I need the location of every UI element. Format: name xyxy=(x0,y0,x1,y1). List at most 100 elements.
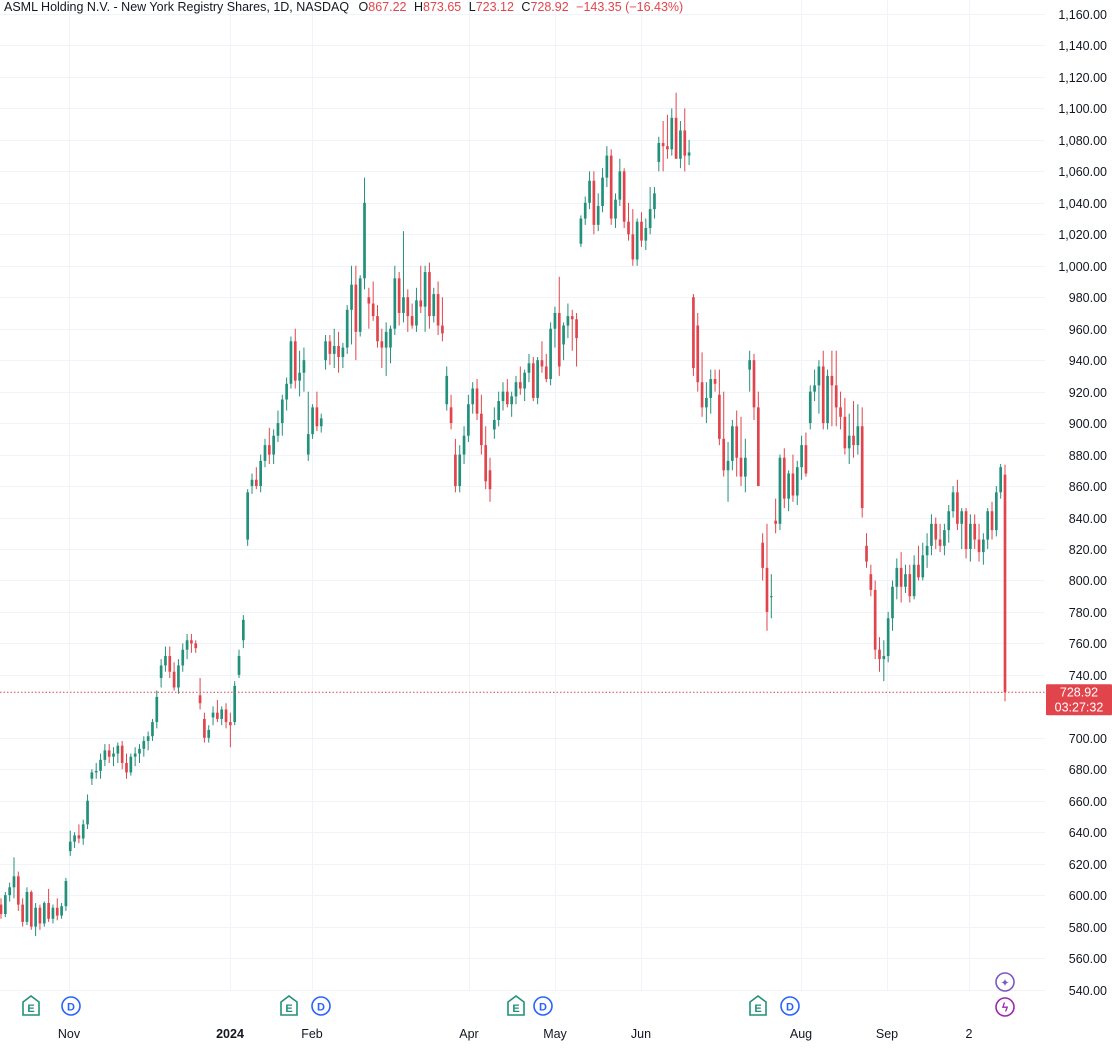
candle-body xyxy=(912,564,916,597)
candle-body xyxy=(795,467,799,496)
earnings-marker[interactable]: E xyxy=(280,995,298,1016)
candle-body xyxy=(791,473,795,496)
candle-body xyxy=(497,401,501,420)
candle-body xyxy=(891,586,894,619)
candle-body xyxy=(254,479,258,487)
candle-body xyxy=(90,772,94,779)
lightning-icon[interactable]: ϟ xyxy=(995,997,1015,1017)
candle-body xyxy=(930,523,933,546)
candle-body xyxy=(380,341,384,348)
earnings-marker[interactable]: E xyxy=(22,995,40,1016)
symbol-legend: ASML Holding N.V. - New York Registry Sh… xyxy=(4,0,683,14)
candle-body xyxy=(540,360,544,367)
candle-body xyxy=(679,130,682,159)
candle-body xyxy=(207,729,211,738)
y-tick-label: 900.00 xyxy=(1069,417,1107,431)
candle-body xyxy=(341,347,345,358)
candle-body xyxy=(458,454,462,487)
candle-body xyxy=(250,479,254,487)
earnings-letter: E xyxy=(512,1003,519,1015)
candle-body xyxy=(445,375,449,405)
candle-body xyxy=(817,366,821,386)
y-tick-label: 540.00 xyxy=(1069,984,1107,998)
candle-body xyxy=(172,671,176,688)
candle-body xyxy=(25,892,29,922)
candle-body xyxy=(908,574,912,597)
dividend-marker[interactable]: D xyxy=(780,996,800,1016)
candle-body xyxy=(782,457,786,499)
dividend-marker[interactable]: D xyxy=(533,996,553,1016)
candle-body xyxy=(756,407,760,487)
candle-body xyxy=(964,511,968,549)
candle-body xyxy=(3,895,7,915)
candle-body xyxy=(12,876,16,888)
candle-body xyxy=(536,360,539,398)
candle-body xyxy=(337,346,340,358)
dividend-marker[interactable]: D xyxy=(311,996,331,1016)
candle-body xyxy=(523,372,526,389)
dividend-icon xyxy=(780,996,800,1016)
time-axis[interactable]: Nov 2024 Feb Apr May Jun Aug Sep 2 xyxy=(58,1027,973,1041)
y-tick-label: 580.00 xyxy=(1069,921,1107,935)
candle-body xyxy=(761,542,764,568)
candle-body xyxy=(211,712,215,718)
candle-body xyxy=(376,316,379,342)
price-axis[interactable]: 1,160.00 1,140.00 1,120.00 1,100.00 1,080.00… xyxy=(1058,8,1107,998)
candle-body xyxy=(834,385,838,408)
lightning-glyph: ϟ xyxy=(1002,1001,1009,1015)
candle-body xyxy=(705,397,708,408)
candle-body xyxy=(302,360,306,373)
dividend-marker[interactable]: D xyxy=(61,996,81,1016)
dividend-icon xyxy=(61,996,81,1016)
diamond-icon[interactable]: ✦ xyxy=(995,972,1015,992)
candle-body xyxy=(982,539,985,553)
candle-body xyxy=(618,171,622,200)
earnings-marker[interactable]: E xyxy=(749,995,767,1016)
candle-body xyxy=(168,655,172,672)
side-icons[interactable]: ✦ϟ xyxy=(995,972,1015,1017)
y-tick-label: 620.00 xyxy=(1069,858,1107,872)
earnings-letter: E xyxy=(754,1003,761,1015)
candle-body xyxy=(696,325,700,383)
earnings-icon xyxy=(280,995,298,1016)
candle-body xyxy=(605,155,609,178)
candle-body xyxy=(475,388,479,414)
candle-body xyxy=(921,555,925,578)
candle-body xyxy=(42,903,46,924)
y-tick-label: 880.00 xyxy=(1069,449,1107,463)
earnings-letter: E xyxy=(27,1003,34,1015)
candle-body xyxy=(397,278,401,313)
candle-body xyxy=(505,391,509,405)
candle-body xyxy=(311,407,314,435)
candle-body xyxy=(259,460,262,487)
candle-body xyxy=(280,399,284,424)
y-tick-label: 980.00 xyxy=(1069,291,1107,305)
close-label: C xyxy=(521,0,531,14)
candle-body xyxy=(739,457,743,477)
earnings-marker[interactable]: E xyxy=(507,995,525,1016)
candle-body xyxy=(73,835,76,842)
y-tick-label: 1,080.00 xyxy=(1058,134,1107,148)
y-tick-label: 680.00 xyxy=(1069,763,1107,777)
symbol-title[interactable]: ASML Holding N.V. - New York Registry Sh… xyxy=(4,0,350,14)
candle-body xyxy=(81,824,85,839)
candle-body xyxy=(185,640,189,650)
candle-body xyxy=(233,685,237,723)
candle-body xyxy=(177,665,180,688)
candle-body xyxy=(852,435,855,446)
candle-body xyxy=(917,564,920,578)
candle-body xyxy=(112,753,115,757)
earnings-letter: E xyxy=(285,1003,292,1015)
candle-body xyxy=(635,221,639,260)
candle-body xyxy=(402,297,405,313)
candle-body xyxy=(471,388,475,405)
candle-body xyxy=(934,523,938,540)
candle-body xyxy=(8,887,11,896)
candle-body xyxy=(263,445,267,461)
y-tick-label: 940.00 xyxy=(1069,354,1107,368)
y-tick-label: 600.00 xyxy=(1069,889,1107,903)
candle-body xyxy=(557,312,561,367)
y-tick-label: 960.00 xyxy=(1069,323,1107,337)
